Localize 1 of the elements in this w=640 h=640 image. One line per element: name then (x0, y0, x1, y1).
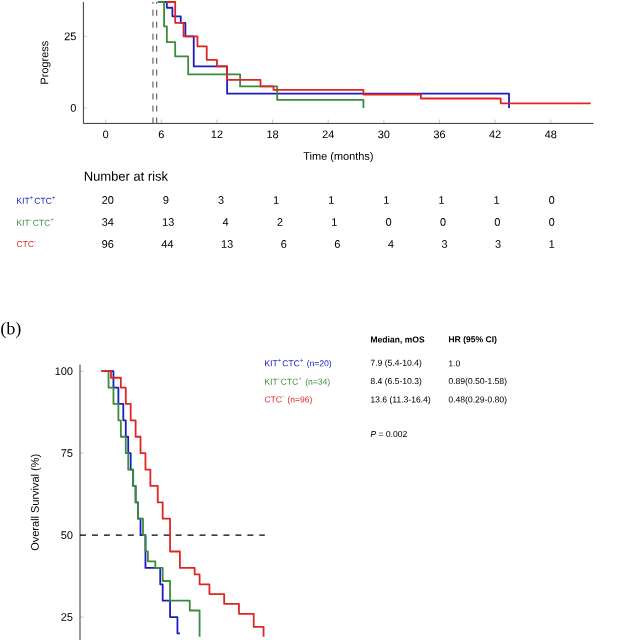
chart-title: (b) (1, 321, 21, 339)
